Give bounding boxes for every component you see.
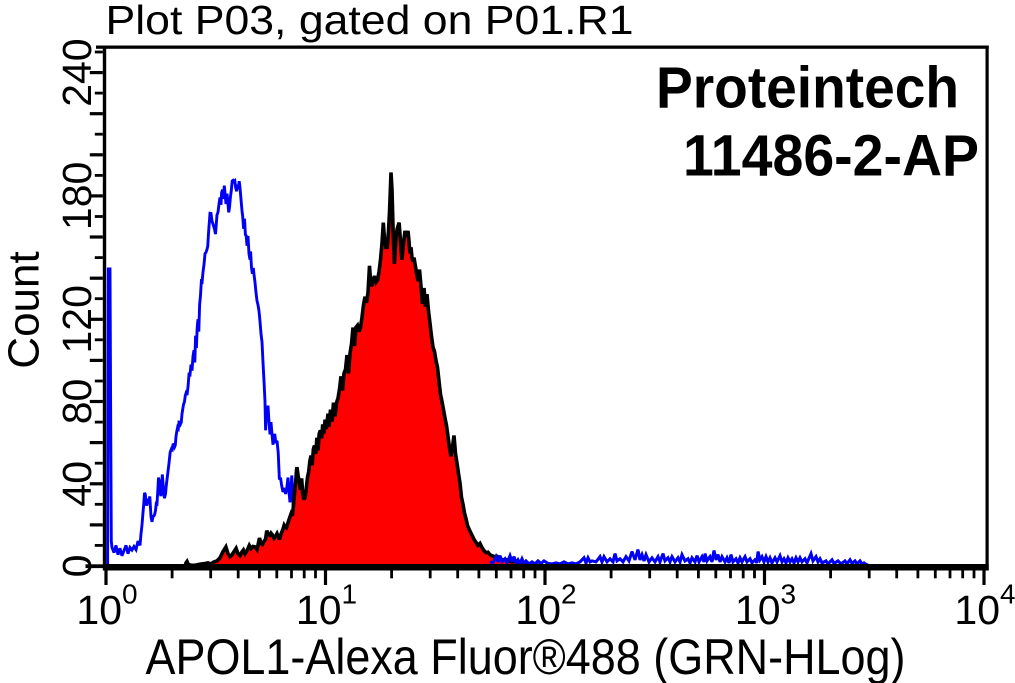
svg-text:180: 180 [54,162,100,230]
svg-text:Proteintech: Proteintech [656,55,959,120]
svg-text:0: 0 [54,555,100,578]
svg-text:80: 80 [54,379,100,425]
svg-text:40: 40 [54,461,100,507]
svg-text:120: 120 [54,285,100,353]
svg-text:APOL1-Alexa Fluor®488 (GRN-HLo: APOL1-Alexa Fluor®488 (GRN-HLog) [146,629,906,683]
svg-text:Plot P03, gated on P01.R1: Plot P03, gated on P01.R1 [106,0,634,43]
svg-text:Count: Count [0,251,49,368]
svg-text:240: 240 [54,38,100,106]
svg-text:11486-2-AP: 11486-2-AP [683,124,979,189]
svg-text:104: 104 [954,579,1015,634]
